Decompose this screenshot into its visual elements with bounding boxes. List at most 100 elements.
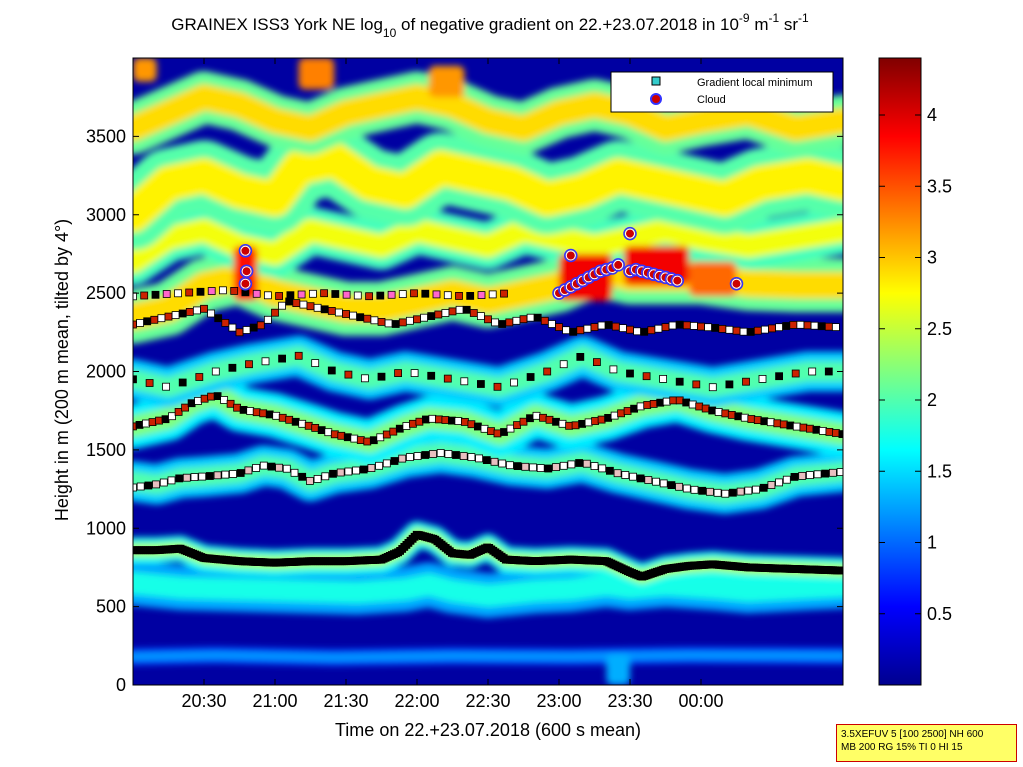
gradient-minimum-marker [626, 325, 634, 334]
gradient-minimum-marker [448, 307, 457, 316]
gradient-minimum-marker [739, 327, 748, 336]
gradient-minimum-marker [640, 327, 649, 336]
gradient-minimum-marker [337, 431, 346, 440]
gradient-minimum-marker [272, 411, 281, 420]
gradient-minimum-marker [675, 396, 684, 405]
gradient-minimum-marker [473, 422, 482, 431]
gradient-minimum-marker [278, 301, 287, 310]
gradient-minimum-marker [633, 327, 641, 336]
gradient-minimum-marker [753, 326, 762, 335]
colorbar-tick-label: 3 [927, 248, 937, 268]
gradient-minimum-marker [708, 406, 717, 415]
chart-title: GRAINEX ISS3 York NE log10 of negative g… [171, 11, 809, 40]
gradient-minimum-marker [229, 470, 237, 478]
gradient-minimum-marker [821, 469, 830, 478]
gradient-minimum-marker [246, 407, 255, 415]
gradient-minimum-marker [667, 481, 676, 490]
gradient-minimum-marker [218, 286, 227, 295]
y-tick-label: 500 [96, 597, 126, 617]
gradient-minimum-marker [597, 321, 606, 330]
gradient-minimum-marker [467, 453, 476, 462]
gradient-minimum-marker [796, 320, 805, 329]
gradient-minimum-marker [498, 320, 507, 328]
gradient-minimum-marker [552, 463, 560, 472]
cloud-marker [565, 250, 576, 261]
gradient-minimum-marker [727, 410, 736, 419]
gradient-minimum-marker [613, 469, 622, 478]
gradient-minimum-marker [829, 468, 837, 477]
gradient-minimum-marker [578, 419, 586, 428]
gradient-minimum-marker [736, 487, 745, 496]
gradient-minimum-marker [278, 413, 287, 422]
gradient-minimum-marker [490, 457, 499, 466]
gradient-minimum-marker [462, 305, 471, 314]
gradient-minimum-marker [305, 476, 314, 485]
gradient-minimum-marker [540, 316, 549, 325]
gradient-minimum-marker [775, 372, 783, 381]
gradient-minimum-marker [389, 427, 398, 436]
gradient-minimum-marker [365, 292, 374, 301]
gradient-minimum-marker [327, 306, 336, 315]
gradient-minimum-marker [390, 457, 399, 465]
gradient-minimum-marker [226, 399, 235, 408]
gradient-minimum-marker [455, 305, 464, 314]
gradient-minimum-marker [760, 417, 769, 426]
gradient-minimum-marker [148, 418, 157, 427]
gradient-minimum-marker [493, 382, 502, 391]
title-subscript-10: 10 [383, 26, 397, 40]
gradient-minimum-marker [459, 452, 468, 461]
gradient-minimum-marker [155, 416, 163, 425]
gradient-minimum-marker [562, 326, 570, 335]
gradient-minimum-marker [476, 380, 485, 388]
gradient-minimum-marker [311, 423, 320, 432]
gradient-minimum-marker [647, 326, 656, 335]
gradient-minimum-marker [159, 478, 168, 487]
gradient-minimum-marker [669, 396, 678, 405]
gradient-minimum-marker [256, 321, 265, 330]
gradient-minimum-marker [606, 466, 614, 475]
title-unit-sr: sr [779, 15, 798, 34]
gradient-minimum-marker [662, 397, 671, 406]
gradient-minimum-marker [356, 313, 365, 322]
cloud-marker [240, 245, 251, 256]
gradient-minimum-marker [682, 321, 691, 330]
gradient-minimum-marker [476, 312, 485, 321]
gradient-minimum-marker [317, 426, 326, 435]
gradient-minimum-marker [513, 421, 521, 430]
gradient-minimum-marker [493, 429, 502, 438]
gradient-minimum-marker [185, 288, 194, 297]
gradient-minimum-marker [168, 412, 176, 421]
gradient-minimum-marker [513, 462, 522, 471]
gradient-minimum-marker [675, 482, 683, 491]
gradient-minimum-marker [808, 367, 817, 376]
gradient-minimum-marker [526, 313, 535, 322]
gradient-minimum-marker [207, 392, 216, 401]
gradient-minimum-marker [697, 322, 705, 331]
gradient-minimum-marker [649, 399, 658, 408]
gradient-minimum-marker [178, 309, 187, 318]
gradient-minimum-marker [245, 360, 253, 369]
gradient-minimum-marker [644, 476, 653, 484]
gradient-minimum-marker [604, 321, 613, 329]
gradient-minimum-marker [367, 464, 376, 473]
marker-layer [133, 226, 843, 581]
gradient-minimum-marker [714, 408, 723, 416]
gradient-minimum-marker [806, 471, 814, 480]
gradient-minimum-marker [740, 413, 749, 422]
gradient-minimum-marker [321, 472, 330, 481]
info-line-1: 3.5XEFUV 5 [100 2500] NH 600 [841, 729, 984, 740]
gradient-minimum-marker [331, 290, 340, 298]
x-axis-label: Time on 22.+23.07.2018 (600 s mean) [335, 720, 641, 740]
gradient-minimum-marker [753, 416, 762, 425]
gradient-minimum-marker [659, 374, 667, 383]
gradient-minimum-marker [519, 417, 528, 426]
gradient-minimum-marker [443, 291, 452, 300]
gradient-minimum-marker [213, 392, 222, 401]
gradient-minimum-marker [427, 371, 436, 380]
cloud-marker-ring [238, 276, 253, 291]
gradient-minimum-marker [510, 378, 518, 387]
x-tick-label: 21:00 [252, 691, 297, 711]
gradient-minimum-marker [195, 373, 204, 381]
gradient-minimum-marker [313, 474, 322, 483]
gradient-minimum-marker [767, 481, 776, 490]
